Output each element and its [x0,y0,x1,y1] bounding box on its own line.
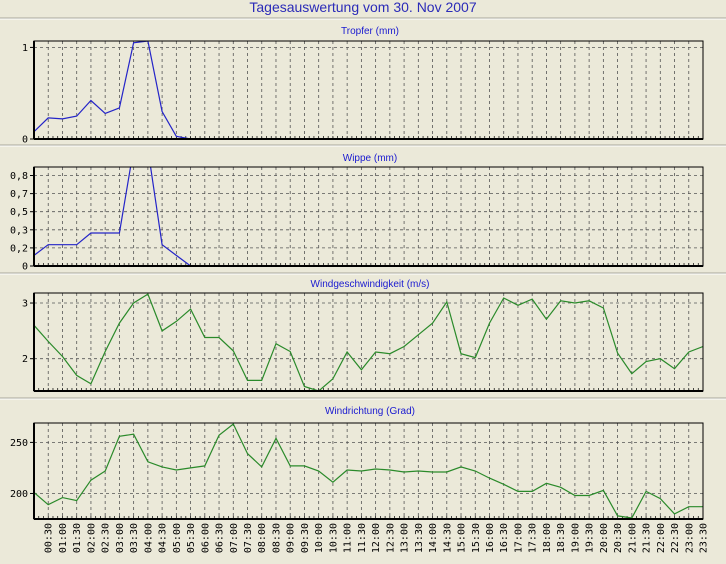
x-tick-label: 03:30 [129,523,140,553]
series-line [34,41,703,139]
x-tick-label: 02:30 [101,523,112,553]
x-tick-label: 13:00 [400,523,411,553]
x-tick-label: 17:30 [528,523,539,553]
x-tick-label: 11:30 [357,523,368,553]
x-tick-label: 04:30 [158,523,169,553]
x-tick-label: 18:30 [556,523,567,553]
y-tick-label: 0,5 [10,207,28,218]
panel-title: Tropfer (mm) [341,26,399,37]
x-tick-label: 05:30 [186,523,197,553]
x-tick-label: 21:30 [642,523,653,553]
y-tick-label: 3 [22,299,28,310]
x-tick-label: 14:00 [428,523,439,553]
x-tick-label: 12:30 [385,523,396,553]
x-tick-label: 01:00 [58,523,69,553]
x-tick-label: 18:00 [542,523,553,553]
series-line [34,423,703,519]
x-tick-label: 07:00 [229,523,240,553]
x-tick-label: 09:30 [300,523,311,553]
x-tick-label: 13:30 [414,523,425,553]
x-tick-label: 16:00 [485,523,496,553]
y-tick-label: 0,3 [10,225,28,236]
x-tick-label: 08:30 [271,523,282,553]
x-tick-label: 00:30 [44,523,55,553]
x-tick-label: 22:30 [670,523,681,553]
panel-tropfer-mm: Tropfer (mm) 0 1 [0,17,726,146]
x-tick-label: 10:00 [314,523,325,553]
x-tick-label: 09:00 [286,523,297,553]
x-tick-label: 20:00 [599,523,610,553]
panel-title: Windgeschwindigkeit (m/s) [311,279,430,290]
x-tick-label: 10:30 [328,523,339,553]
y-tick-label: 200 [10,489,28,500]
y-tick-label: 2 [22,354,28,365]
x-tick-label: 19:00 [570,523,581,553]
x-tick-label: 08:00 [257,523,268,553]
series-line [34,167,703,266]
x-tick-label: 16:30 [499,523,510,553]
y-tick-label: 1 [22,43,28,54]
x-tick-label: 21:00 [627,523,638,553]
x-tick-label: 20:30 [613,523,624,553]
x-tick-label: 22:00 [656,523,667,553]
y-tick-label: 0,7 [10,189,28,200]
panel-title: Windrichtung (Grad) [325,406,415,417]
x-tick-label: 03:00 [115,523,126,553]
x-tick-label: 23:00 [684,523,695,553]
x-tick-label: 23:30 [699,523,710,553]
x-tick-label: 14:30 [442,523,453,553]
x-tick-label: 15:30 [471,523,482,553]
x-tick-label: 07:30 [243,523,254,553]
panel-title: Wippe (mm) [343,153,397,164]
x-tick-label: 12:00 [371,523,382,553]
x-tick-label: 17:00 [513,523,524,553]
x-tick-label: 05:00 [172,523,183,553]
plot-frame [33,422,704,520]
main-title: Tagesauswertung vom 30. Nov 2007 [249,0,477,15]
x-tick-label: 06:30 [215,523,226,553]
x-tick-label: 04:00 [143,523,154,553]
x-tick-label: 11:00 [343,523,354,553]
x-tick-label: 19:30 [585,523,596,553]
x-tick-label: 06:00 [200,523,211,553]
panel-windrichtung-grad: Windrichtung (Grad) 200 250 [0,397,726,520]
y-tick-label: 0 [22,135,28,146]
panel-wippe-mm: Wippe (mm) 0 0,2 0,3 0,5 0,7 0,8 [0,144,726,273]
y-tick-label: 0,8 [10,171,28,182]
x-tick-label: 01:30 [72,523,83,553]
x-tick-label: 15:00 [457,523,468,553]
y-tick-label: 250 [10,438,28,449]
x-tick-label: 02:00 [86,523,97,553]
panel-windgeschwindigkeit-m-s: Windgeschwindigkeit (m/s) 2 3 [0,272,726,392]
plot-frame [33,166,704,267]
y-tick-label: 0 [22,262,28,273]
y-tick-label: 0,2 [10,243,28,254]
plot-frame [33,40,704,140]
series-line [34,293,703,391]
